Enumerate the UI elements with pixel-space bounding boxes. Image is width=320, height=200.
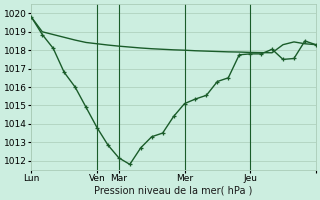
X-axis label: Pression niveau de la mer( hPa ): Pression niveau de la mer( hPa ) xyxy=(94,186,253,196)
